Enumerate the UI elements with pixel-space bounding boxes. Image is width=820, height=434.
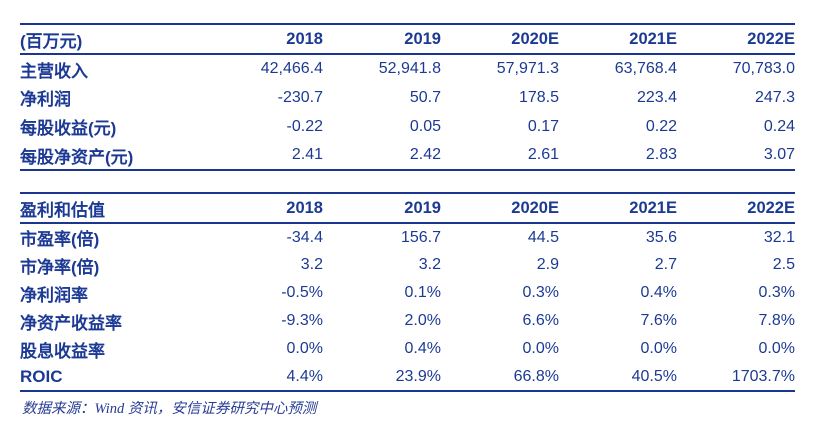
year-column-header-2021e: 2021E bbox=[629, 29, 677, 48]
cell-value: 50.7 bbox=[409, 88, 441, 106]
cell-value: 0.3% bbox=[758, 284, 795, 301]
row-label: 每股收益(元) bbox=[20, 119, 117, 138]
valuation-section-header: 盈利和估值 bbox=[20, 200, 105, 220]
cell-value: 63,768.4 bbox=[614, 60, 677, 77]
cell-value: 0.17 bbox=[527, 117, 559, 135]
cell-value: -230.7 bbox=[277, 88, 323, 106]
income-forecast-table: (百万元) 2018 2019 2020E 2021E 2022E 主营收入 4… bbox=[20, 23, 795, 171]
row-label: 股息收益率 bbox=[20, 341, 105, 361]
cell-value: 0.0% bbox=[522, 340, 559, 357]
table-row-pb: 市净率(倍) 3.2 3.2 2.9 2.7 2.5 bbox=[20, 251, 795, 279]
valuation-table: 盈利和估值 2018 2019 2020E 2021E 2022E 市盈率(倍)… bbox=[20, 192, 795, 392]
table-row-revenue: 主营收入 42,466.4 52,941.8 57,971.3 63,768.4… bbox=[20, 54, 795, 83]
cell-value: 2.7 bbox=[654, 256, 677, 273]
cell-value: 3.2 bbox=[300, 256, 323, 273]
cell-value: 3.2 bbox=[418, 256, 441, 273]
cell-value: 2.42 bbox=[409, 146, 441, 163]
row-label: 净资产收益率 bbox=[20, 313, 122, 333]
cell-value: 0.4% bbox=[640, 284, 677, 301]
cell-value: 70,783.0 bbox=[732, 60, 795, 77]
table-row-net-profit: 净利润 -230.7 50.7 178.5 223.4 247.3 bbox=[20, 83, 795, 112]
cell-value: 35.6 bbox=[645, 228, 677, 246]
cell-value: -0.22 bbox=[286, 117, 323, 135]
table-row-dividend-yield: 股息收益率 0.0% 0.4% 0.0% 0.0% 0.0% bbox=[20, 335, 795, 363]
cell-value: 40.5% bbox=[631, 367, 677, 385]
year-column-header-2019: 2019 bbox=[404, 29, 441, 48]
year-column-header-2021e: 2021E bbox=[629, 198, 677, 217]
cell-value: 2.5 bbox=[772, 256, 795, 273]
unit-header: (百万元) bbox=[20, 31, 83, 51]
cell-value: 42,466.4 bbox=[260, 60, 323, 77]
cell-value: 2.61 bbox=[527, 146, 559, 163]
cell-value: 178.5 bbox=[518, 88, 559, 106]
cell-value: 2.0% bbox=[404, 312, 441, 329]
row-label: 市净率(倍) bbox=[20, 257, 100, 277]
cell-value: 32.1 bbox=[763, 228, 795, 246]
cell-value: 3.07 bbox=[763, 146, 795, 163]
cell-value: 52,941.8 bbox=[378, 60, 441, 77]
cell-value: -34.4 bbox=[286, 228, 323, 246]
cell-value: 247.3 bbox=[754, 88, 795, 106]
cell-value: 0.24 bbox=[763, 117, 795, 135]
cell-value: 44.5 bbox=[527, 228, 559, 246]
table-row-eps: 每股收益(元) -0.22 0.05 0.17 0.22 0.24 bbox=[20, 112, 795, 141]
cell-value: 0.0% bbox=[640, 340, 677, 357]
cell-value: 7.8% bbox=[758, 312, 795, 329]
row-label: ROIC bbox=[20, 366, 63, 386]
year-column-header-2018: 2018 bbox=[286, 29, 323, 48]
cell-value: 0.0% bbox=[286, 340, 323, 357]
table-header-row: (百万元) 2018 2019 2020E 2021E 2022E bbox=[20, 24, 795, 54]
table-row-bvps: 每股净资产(元) 2.41 2.42 2.61 2.83 3.07 bbox=[20, 141, 795, 170]
year-column-header-2019: 2019 bbox=[404, 198, 441, 217]
cell-value: -0.5% bbox=[281, 284, 323, 301]
cell-value: 156.7 bbox=[400, 228, 441, 246]
cell-value: 2.41 bbox=[291, 146, 323, 163]
table-row-roe: 净资产收益率 -9.3% 2.0% 6.6% 7.6% 7.8% bbox=[20, 307, 795, 335]
cell-value: 66.8% bbox=[513, 367, 559, 385]
cell-value: 0.3% bbox=[522, 284, 559, 301]
cell-value: 0.0% bbox=[758, 340, 795, 357]
cell-value: -9.3% bbox=[281, 312, 323, 329]
year-column-header-2022e: 2022E bbox=[747, 198, 795, 217]
cell-value: 0.4% bbox=[404, 340, 441, 357]
table-row-net-margin: 净利润率 -0.5% 0.1% 0.3% 0.4% 0.3% bbox=[20, 279, 795, 307]
data-source-note: 数据来源：Wind 资讯，安信证券研究中心预测 bbox=[22, 401, 317, 417]
row-label: 每股净资产(元) bbox=[20, 147, 134, 167]
cell-value: 23.9% bbox=[395, 367, 441, 385]
row-label: 净利润 bbox=[20, 90, 71, 109]
table-header-row: 盈利和估值 2018 2019 2020E 2021E 2022E bbox=[20, 193, 795, 223]
row-label: 净利润率 bbox=[20, 285, 88, 305]
cell-value: 2.9 bbox=[536, 256, 559, 273]
cell-value: 6.6% bbox=[522, 312, 559, 329]
cell-value: 4.4% bbox=[286, 367, 323, 385]
row-label: 市盈率(倍) bbox=[20, 230, 100, 249]
year-column-header-2020e: 2020E bbox=[511, 29, 559, 48]
cell-value: 223.4 bbox=[636, 88, 677, 106]
cell-value: 7.6% bbox=[640, 312, 677, 329]
cell-value: 2.83 bbox=[645, 146, 677, 163]
cell-value: 0.1% bbox=[404, 284, 441, 301]
cell-value: 0.05 bbox=[409, 117, 441, 135]
table-row-roic: ROIC 4.4% 23.9% 66.8% 40.5% 1703.7% bbox=[20, 363, 795, 391]
cell-value: 1703.7% bbox=[731, 367, 795, 385]
table-row-pe: 市盈率(倍) -34.4 156.7 44.5 35.6 32.1 bbox=[20, 223, 795, 251]
cell-value: 57,971.3 bbox=[496, 60, 559, 77]
year-column-header-2020e: 2020E bbox=[511, 198, 559, 217]
year-column-header-2022e: 2022E bbox=[747, 29, 795, 48]
cell-value: 0.22 bbox=[645, 117, 677, 135]
row-label: 主营收入 bbox=[20, 61, 88, 81]
year-column-header-2018: 2018 bbox=[286, 198, 323, 217]
